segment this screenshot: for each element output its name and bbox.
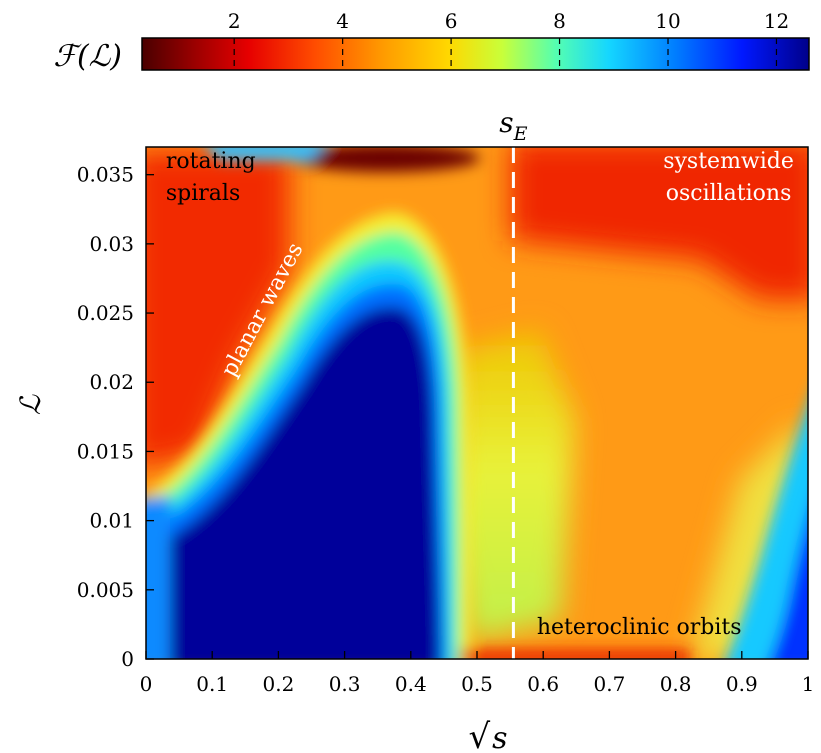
x-tick-label: 0 [140,672,153,696]
colorbar-label: ℱ(ℒ) [53,39,122,74]
x-axis-title: √s [468,717,507,753]
y-tick-label: 0.01 [89,509,134,533]
field-dome-core [146,307,440,659]
y-tick-label: 0.025 [77,301,134,325]
field-left-edge [146,495,170,659]
field-left-red [146,150,290,467]
colorbar-ticks: 2 4 6 8 10 12 [228,9,789,70]
field-corner-cyan [726,407,808,659]
colorbar-tick-label: 12 [764,9,789,33]
y-tick-label: 0.035 [77,163,134,187]
region-annotation-line: oscillations [666,181,792,206]
x-tick-label: 0.6 [527,672,559,696]
y-tick-label: 0.015 [77,439,134,463]
y-tick-label: 0.02 [89,370,134,394]
colorbar: 2 4 6 8 10 12 ℱ(ℒ) [53,9,810,74]
s-e-label: sE [499,106,527,145]
y-tick-label: 0.005 [77,578,134,602]
colorbar-tick-label: 6 [445,9,458,33]
colorbar-gradient [141,37,810,71]
region-annotation-line: spirals [166,181,240,206]
x-tick-label: 0.1 [196,672,228,696]
colorbar-tick-label: 8 [553,9,566,33]
x-tick-label: 0.8 [660,672,692,696]
region-annotation-line: systemwide [663,149,794,174]
y-axis-ticks: 0 0.005 0.01 0.015 0.02 0.025 0.03 0.035 [77,163,154,671]
heatmap-field [146,147,808,659]
x-tick-label: 0.2 [262,672,294,696]
region-annotation-line: heteroclinic orbits [537,615,742,640]
x-axis-ticks: 0 0.1 0.2 0.3 0.4 0.5 0.6 0.7 0.8 0.9 1 [140,651,815,696]
field-bottom-red [460,650,690,659]
colorbar-tick-label: 10 [655,9,680,33]
y-tick-label: 0.03 [89,232,134,256]
x-tick-label: 0.5 [461,672,493,696]
region-annotation: rotating spirals [166,149,256,206]
x-tick-label: 0.3 [329,672,361,696]
field-top-left-cyan [207,147,323,160]
region-annotation: heteroclinic orbits [537,615,742,640]
region-annotation: systemwide oscillations [663,149,794,206]
field-right-red [510,147,808,300]
field-top-darkred [290,147,480,172]
y-tick-label: 0 [121,647,134,671]
x-tick-label: 0.9 [726,672,758,696]
colorbar-tick-label: 4 [336,9,349,33]
x-tick-label: 0.7 [593,672,625,696]
colorbar-tick-label: 2 [228,9,241,33]
s-e-label-main: s [499,106,513,139]
x-tick-label: 0.4 [395,672,427,696]
s-e-label-subscript: E [513,123,528,145]
x-tick-label: 1 [802,672,815,696]
y-axis-title: ℒ [14,394,47,415]
field-corner-blue [769,516,808,659]
region-annotation-line: rotating [166,149,256,174]
